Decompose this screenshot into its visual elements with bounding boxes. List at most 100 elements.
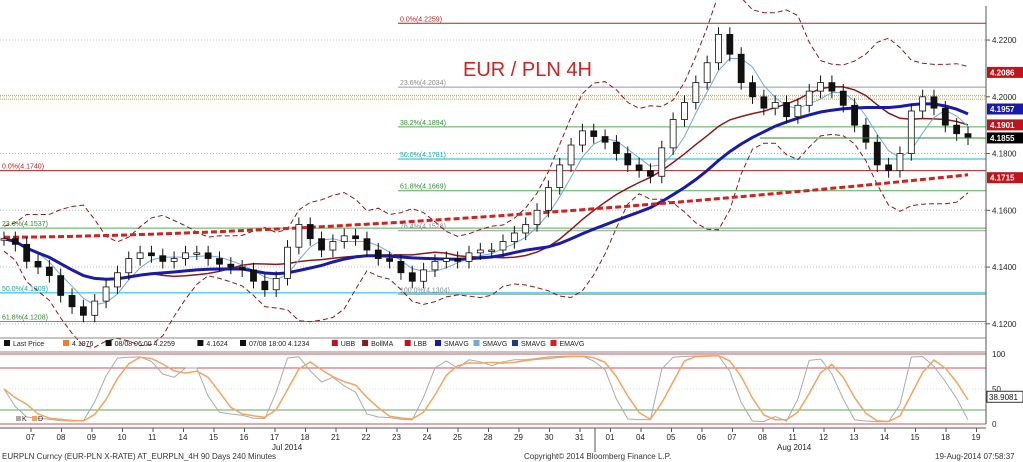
candle-body	[284, 246, 291, 279]
candle-body	[851, 104, 858, 126]
candle-body	[533, 209, 541, 225]
x-tick-label: 29	[514, 433, 523, 442]
x-tick-label: 28	[484, 433, 493, 442]
candle-body	[839, 90, 847, 106]
candle-body	[907, 110, 915, 154]
price-tag-label: 4.2086	[990, 68, 1015, 77]
candle-body	[613, 141, 620, 154]
x-tick-label: 08	[758, 433, 767, 442]
legend-low-swatch	[240, 340, 246, 346]
candle-body	[431, 260, 439, 271]
candle-body	[68, 295, 76, 308]
candle-body	[454, 258, 462, 262]
x-tick-label: 18	[301, 433, 310, 442]
x-tick-label: 09	[87, 433, 96, 442]
price-tag	[987, 103, 1023, 115]
x-month-label: Jul 2014	[272, 443, 303, 452]
x-tick-label: 12	[819, 433, 828, 442]
candle-body	[34, 260, 42, 268]
candle-body	[193, 252, 201, 255]
indicator-current-tag	[986, 390, 1023, 403]
candle-body	[352, 235, 359, 240]
candle-body	[11, 238, 19, 245]
candle-body	[340, 235, 348, 242]
legend-current: 4.1624	[206, 341, 228, 348]
candle-body	[862, 124, 870, 143]
candle-body	[522, 224, 530, 234]
candle-body	[635, 164, 643, 171]
y-tick-label: 4.1200	[992, 320, 1017, 329]
candle-body	[250, 269, 257, 282]
x-tick-label: 01	[606, 433, 615, 442]
candle-body	[964, 133, 972, 139]
fib-level-label: 100.0%(4.1304)	[400, 287, 450, 294]
candle-body	[499, 241, 507, 251]
candle-body	[760, 96, 768, 109]
candle-body	[363, 238, 371, 251]
x-tick-label: 21	[331, 433, 340, 442]
legend-high-swatch	[105, 340, 112, 346]
candle-body	[658, 147, 666, 177]
legend-item-swatch	[473, 340, 480, 346]
candle-body	[420, 269, 428, 282]
indicator-legend-d: D	[38, 416, 43, 423]
sma-slow-line	[3, 102, 969, 281]
price-tag-label: 4.1715	[990, 174, 1015, 183]
candle-body	[749, 82, 756, 98]
candle-body	[476, 249, 484, 254]
legend-last-price-swatch	[4, 340, 10, 346]
candle-body	[885, 164, 893, 171]
legend-item: UBB	[341, 341, 356, 348]
x-tick-label: 25	[453, 433, 462, 442]
candle-body	[238, 266, 246, 271]
candle-body	[125, 258, 133, 274]
candle-body	[272, 278, 280, 291]
fib-level-label: 38.2%(4.1894)	[400, 120, 446, 127]
candle-body	[873, 141, 881, 166]
stochastic-d-line	[3, 355, 969, 423]
candle-body	[136, 252, 144, 259]
candle-body	[805, 90, 813, 106]
candle-body	[261, 280, 269, 291]
legend-item-swatch	[512, 340, 518, 346]
legend-item: SMAVG	[521, 341, 546, 348]
candle-body	[896, 153, 904, 171]
candle-body	[726, 33, 734, 55]
x-tick-label: 05	[667, 433, 676, 442]
candle-body	[941, 107, 949, 126]
candle-body	[57, 275, 65, 296]
candle-body	[817, 82, 824, 92]
candle-body	[295, 224, 303, 248]
fib-level-label: 76.4%(4.1528)	[400, 224, 446, 231]
legend-low: 07/08 18:00 4.1234	[249, 341, 309, 348]
candle-body	[488, 249, 496, 252]
x-tick-label: 11	[148, 433, 157, 442]
candle-body	[465, 252, 473, 262]
legend-item-swatch	[550, 340, 557, 346]
y-tick-label: 4.1600	[992, 206, 1017, 215]
legend-last-value: 4.1976	[72, 341, 94, 348]
candle-body	[771, 102, 779, 109]
indicator-tick-label: 50	[992, 385, 1001, 394]
indicator-legend-d-swatch	[32, 416, 37, 421]
x-tick-label: 15	[209, 433, 218, 442]
candle-body	[91, 300, 99, 316]
candle-body	[919, 96, 927, 112]
x-tick-label: 24	[423, 433, 432, 442]
price-tag	[987, 132, 1023, 144]
fib-level-label: 61.8%(4.1208)	[2, 315, 48, 322]
x-tick-label: 10	[118, 433, 127, 442]
candle-body	[442, 258, 450, 262]
candle-body	[567, 144, 575, 166]
axes: 4.2200 4.2000 4.1800 4.1600 4.1400 4.1200 4.20…	[0, 6, 1023, 452]
price-panel: 0.0%(4.2259) 23.6%(4.2034) 38.2%(4.1894) 50…	[0, 0, 986, 348]
fib-level-label: 61.8%(4.1669)	[400, 184, 446, 191]
candle-body	[556, 164, 564, 189]
candle-body	[794, 104, 802, 118]
x-month-label: Aug 2014	[777, 443, 812, 452]
x-tick-label: 07	[26, 433, 35, 442]
candle-body	[204, 252, 212, 259]
legend-item-swatch	[362, 340, 369, 346]
y-tick-label: 4.1800	[992, 150, 1017, 159]
x-tick-label: 18	[941, 433, 950, 442]
